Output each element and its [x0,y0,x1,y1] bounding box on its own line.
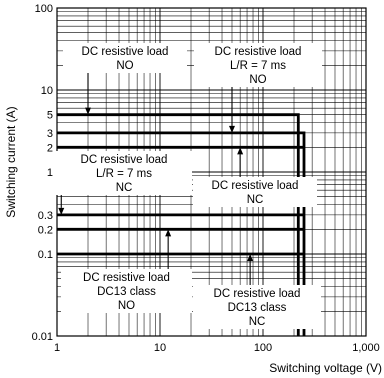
y-tick-label: 2 [47,142,53,154]
y-tick-label: 3 [47,128,53,140]
x-axis-label: Switching voltage (V) [269,361,382,375]
annotation-box [193,285,321,329]
arrowhead-icon [228,125,235,133]
y-tick-label: 5 [47,110,53,122]
annotation-text: DC resistive load [215,46,302,58]
y-axis-label: Switching current (A) [4,106,18,217]
annotation-2: DC resistive load L/R = 7 ms NC [56,151,192,215]
annotation-text: DC13 class [97,286,156,298]
annotation-5: DC resistive load DC13 class NC [193,254,321,329]
x-tick-label: 10 [154,342,166,354]
annotation-0: DC resistive load NO [63,43,187,115]
y-tick-label: 1 [47,167,53,179]
annotation-text: NO [249,74,266,86]
x-tick-label: 1,000 [352,342,380,354]
annotation-text: DC resistive load [81,154,168,166]
annotations: DC resistive load NO DC resistive load L/R … [56,43,322,329]
annotation-text: DC resistive load [212,180,299,192]
series-line-1 [57,131,306,336]
annotation-1: DC resistive load L/R = 7 ms NO [194,43,322,133]
arrowhead-icon [165,229,172,237]
y-tick-label: 0.3 [38,210,53,222]
annotation-text: DC resistive load [83,272,170,284]
annotation-text: NC [116,182,133,194]
arrowhead-icon [85,107,92,115]
annotation-text: NC [249,316,266,328]
arrowhead-icon [237,147,244,155]
tick-labels: 1 10 100 1,000 0.01 0.1 0.2 0.3 1 2 3 5 10 100 [32,3,380,354]
y-tick-label: 10 [41,85,53,97]
annotation-text: NC [247,194,264,206]
annotation-text: NO [116,60,133,72]
x-tick-label: 1 [54,342,60,354]
arrowhead-icon [247,254,254,261]
series-line-0 [57,113,300,336]
annotation-box [63,43,187,73]
x-tick-label: 100 [254,342,272,354]
annotation-text: NO [118,300,135,312]
annotation-box [56,151,192,195]
y-tick-label: 0.01 [32,331,53,343]
y-tick-label: 100 [35,3,53,15]
annotation-text: L/R = 7 ms [230,60,286,72]
annotation-box [193,177,317,207]
annotation-box [194,43,322,87]
annotation-box [61,269,192,313]
annotation-text: DC resistive load [214,288,301,300]
annotation-4: DC resistive load DC13 class NO [61,229,192,313]
y-tick-label: 0.1 [38,249,53,261]
annotation-text: DC resistive load [82,46,169,58]
arrowhead-icon [58,207,65,215]
annotation-text: DC13 class [228,302,287,314]
y-tick-label: 0.2 [38,224,53,236]
annotation-3: DC resistive load NC [193,147,317,207]
series-lines [57,113,306,336]
annotation-text: L/R = 7 ms [96,168,152,180]
